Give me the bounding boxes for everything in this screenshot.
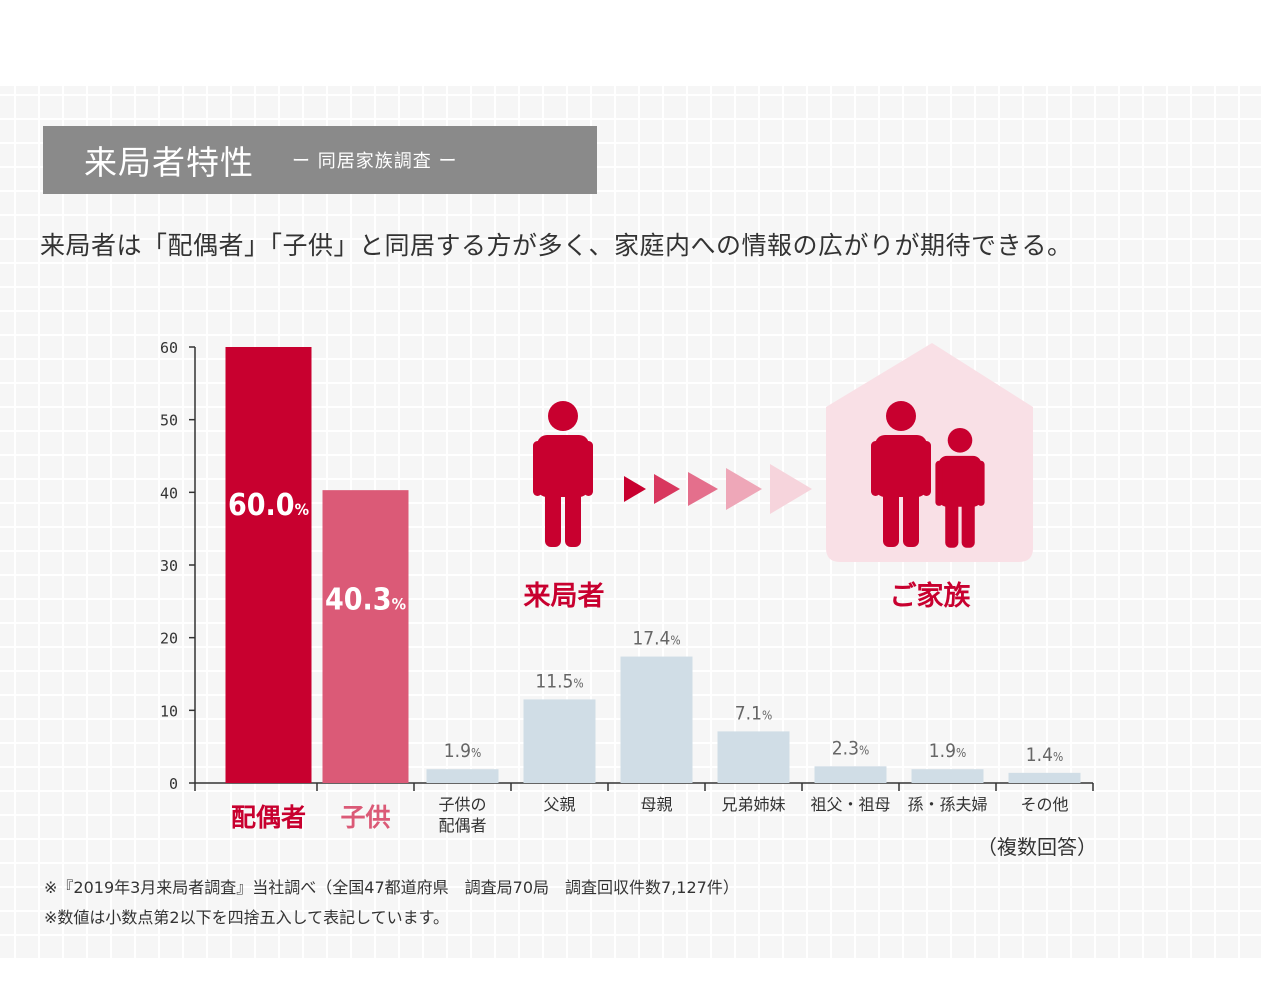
y-tick-label: 20 <box>160 630 178 648</box>
arrow-chevron-icon <box>688 472 718 506</box>
value-label-3: 1.9% <box>444 740 481 762</box>
background-panel <box>0 86 1261 958</box>
value-label-2: 40.3% <box>325 583 406 618</box>
value-label-7: 2.3% <box>832 737 869 759</box>
bar-3 <box>426 769 499 783</box>
category-label-6: 兄弟姉妹 <box>721 795 785 814</box>
y-tick-label: 30 <box>160 557 178 575</box>
lead-text: 来局者は「配偶者」「子供」と同居する方が多く、家庭内への情報の広がりが期待できる… <box>40 231 1073 260</box>
bar-6 <box>717 731 790 783</box>
arrow-chevron-icon <box>624 476 646 502</box>
value-label-8: 1.9% <box>929 740 966 762</box>
category-label-2: 子供 <box>340 803 390 832</box>
person-arm-right <box>584 441 593 496</box>
y-tick-label: 50 <box>160 412 178 430</box>
value-label-5: 17.4% <box>632 628 680 650</box>
bar-8 <box>911 769 984 783</box>
value-label-1: 60.0% <box>228 488 309 523</box>
bar-7 <box>814 766 887 783</box>
person-torso <box>875 435 927 497</box>
category-label-7: 祖父・祖母 <box>810 795 890 814</box>
arrow-chevron-icon <box>770 464 812 514</box>
person-arm-left <box>533 441 542 496</box>
value-label-4: 11.5% <box>535 670 583 692</box>
family-icon <box>935 428 985 548</box>
title-banner: 来局者特性 ー 同居家族調査 ー <box>43 126 597 194</box>
page-subtitle: ー 同居家族調査 ー <box>292 151 458 172</box>
y-tick-label: 0 <box>169 775 178 793</box>
person-leg-left <box>883 489 899 547</box>
bar-5 <box>620 656 693 783</box>
value-label-6: 7.1% <box>735 702 772 724</box>
bar-1 <box>225 347 312 783</box>
family-label: ご家族 <box>889 581 971 612</box>
person-torso <box>537 435 589 497</box>
category-label-3: 子供の配偶者 <box>438 795 486 835</box>
multi-answer-note: （複数回答） <box>977 835 1097 859</box>
value-label-9: 1.4% <box>1026 744 1063 766</box>
footnote-survey: ※『2019年3月来局者調査』当社調べ（全国47都道府県 調査局70局 調査回収… <box>44 878 739 897</box>
category-label-8: 孫・孫夫婦 <box>907 795 987 814</box>
category-label-1: 配偶者 <box>231 803 306 832</box>
person-head <box>886 401 916 431</box>
person-leg-right <box>961 500 975 548</box>
person-arm-right <box>977 460 985 506</box>
person-arm-left <box>935 460 943 506</box>
arrow-chevron-icon <box>654 474 680 504</box>
bar-9 <box>1008 772 1081 783</box>
arrow-chevron-icon <box>726 468 762 510</box>
person-leg-right <box>565 489 581 547</box>
person-icon <box>533 401 593 547</box>
person-head <box>548 401 578 431</box>
person-leg-left <box>545 489 561 547</box>
y-tick-label: 60 <box>160 339 178 357</box>
category-label-9: その他 <box>1020 795 1068 814</box>
person-torso <box>938 455 982 507</box>
category-label-5: 母親 <box>640 795 672 814</box>
bar-2 <box>322 490 409 783</box>
person-arm-right <box>922 441 931 496</box>
y-tick-label: 40 <box>160 484 178 502</box>
visitor-label: 来局者 <box>523 581 605 612</box>
category-label-4: 父親 <box>543 795 575 814</box>
person-arm-left <box>871 441 880 496</box>
footnote-rounding: ※数値は小数点第2以下を四捨五入して表記しています。 <box>44 908 450 927</box>
person-leg-left <box>945 500 959 548</box>
person-head <box>947 428 973 453</box>
bar-4 <box>523 699 596 783</box>
page-title: 来局者特性 <box>84 143 254 182</box>
y-tick-label: 10 <box>160 702 178 720</box>
person-leg-right <box>903 489 919 547</box>
family-icon <box>871 401 931 547</box>
